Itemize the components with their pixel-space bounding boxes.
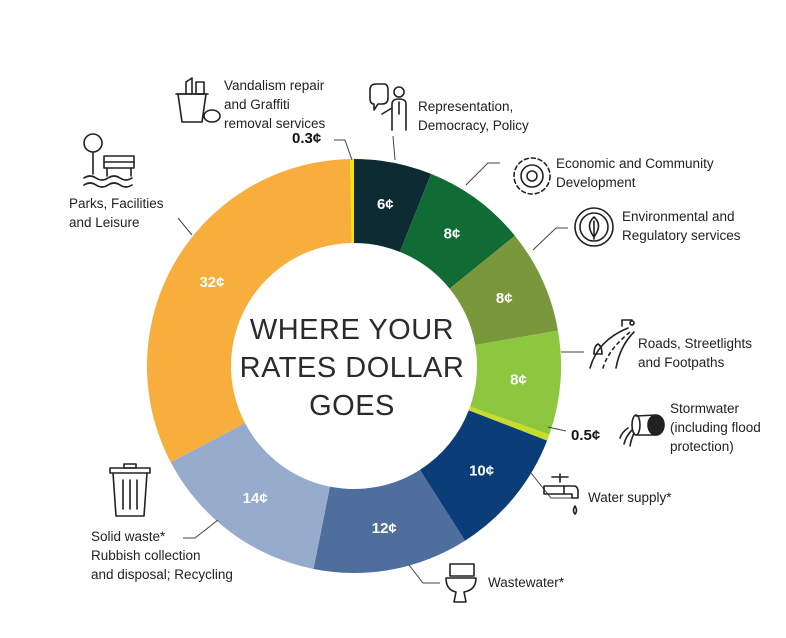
gear-icon: [513, 157, 551, 195]
vandalism-label-line-2: and Graffiti: [224, 97, 290, 112]
environmental-label-line-2: Regulatory services: [622, 228, 741, 243]
label-water: Water supply*: [588, 490, 672, 505]
value-label-road: 8¢: [510, 372, 527, 389]
center-title-line-1: WHERE YOUR: [250, 314, 454, 346]
segment-leaf: [449, 235, 558, 345]
roads-label-line-1: Roads, Streetlights: [638, 336, 752, 351]
leader-parks: [177, 217, 193, 236]
parks-label-line-2: and Leisure: [69, 215, 140, 230]
label-solid: Solid waste* Rubbish collection and disp…: [91, 529, 233, 582]
leaf-icon: [574, 207, 614, 247]
drain-pipe-icon: [619, 414, 665, 447]
label-parks: Parks, Facilities and Leisure: [69, 196, 164, 230]
environmental-label-line-1: Environmental and: [622, 209, 735, 224]
leader-wastewater: [408, 564, 440, 584]
economic-label-line-1: Economic and Community: [556, 156, 714, 171]
stormwater-label-line-1: Stormwater: [670, 401, 740, 416]
segment-drain-pipe: [468, 406, 550, 441]
segment-value-labels: 6¢ 8¢ 8¢ 8¢ 10¢ 12¢ 14¢ 32¢: [199, 196, 526, 537]
value-label-leaf: 8¢: [496, 290, 513, 307]
solid-label-line-2: Rubbish collection: [91, 548, 201, 563]
stormwater-value-label: 0.5¢: [571, 427, 600, 444]
leader-economic: [465, 162, 500, 186]
leader-water: [530, 472, 575, 499]
stormwater-label-line-3: protection): [670, 439, 734, 454]
segment-cleaning-bucket: [350, 159, 354, 244]
vandalism-label-line-3: removal services: [224, 116, 326, 131]
value-label-toilet: 12¢: [372, 520, 397, 537]
center-title-line-3: GOES: [309, 390, 395, 422]
label-stormwater: Stormwater (including flood protection): [670, 401, 761, 454]
label-representation: Representation, Democracy, Policy: [418, 99, 529, 133]
segment-speech-person: [354, 159, 432, 252]
leader-representation: [392, 135, 396, 161]
center-title: WHERE YOUR RATES DOLLAR GOES: [240, 314, 465, 422]
solid-label-line-1: Solid waste*: [91, 529, 166, 544]
roads-label-line-2: and Footpaths: [638, 355, 725, 370]
segment-gear: [399, 173, 515, 289]
bin-icon: [109, 463, 151, 517]
label-environmental: Environmental and Regulatory services: [622, 209, 741, 243]
value-label-gear: 8¢: [444, 225, 461, 242]
leader-stormwater: [547, 426, 567, 432]
segment-toilet: [313, 469, 466, 573]
parks-label-line-1: Parks, Facilities: [69, 196, 164, 211]
center-title-line-2: RATES DOLLAR: [240, 352, 465, 384]
label-roads: Roads, Streetlights and Footpaths: [638, 336, 752, 370]
representation-label-line-2: Democracy, Policy: [418, 118, 529, 133]
leader-environmental: [532, 227, 568, 251]
segment-bin: [170, 423, 330, 569]
speech-person-icon: [369, 83, 407, 131]
toilet-icon: [445, 563, 477, 603]
value-label-park-bench: 32¢: [199, 274, 224, 291]
value-label-bin: 14¢: [243, 490, 268, 507]
economic-label-line-2: Development: [556, 175, 636, 190]
label-vandalism: Vandalism repair and Graffiti removal se…: [224, 78, 326, 131]
leader-lines: [177, 135, 584, 584]
water-label: Water supply*: [588, 490, 672, 505]
vandalism-label-line-1: Vandalism repair: [224, 78, 325, 93]
segment-park-bench: [147, 159, 352, 463]
segment-tap: [419, 410, 548, 541]
wastewater-label: Wastewater*: [488, 575, 565, 590]
label-wastewater: Wastewater*: [488, 575, 565, 590]
park-bench-icon: [83, 133, 135, 188]
leader-solid: [183, 519, 219, 539]
solid-label-line-3: and disposal; Recycling: [91, 567, 233, 582]
value-label-tap: 10¢: [469, 463, 494, 480]
value-label-speech-person: 6¢: [377, 196, 394, 213]
road-icon: [589, 319, 635, 369]
label-economic: Economic and Community Development: [556, 156, 714, 190]
representation-label-line-1: Representation,: [418, 99, 513, 114]
stormwater-label-line-2: (including flood: [670, 420, 761, 435]
vandalism-value-label: 0.3¢: [292, 130, 321, 147]
donut-segments: [147, 159, 562, 573]
segment-road: [470, 330, 562, 435]
tap-icon: [543, 473, 579, 515]
leader-vandalism: [334, 139, 353, 161]
cleaning-bucket-icon: [175, 77, 221, 123]
